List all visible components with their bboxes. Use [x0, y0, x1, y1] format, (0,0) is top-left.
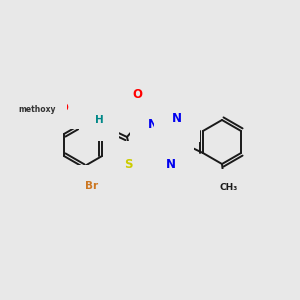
Text: O: O	[60, 103, 68, 113]
Text: N: N	[148, 118, 158, 131]
Text: O: O	[132, 88, 142, 101]
Text: Br: Br	[85, 181, 99, 191]
Text: N: N	[166, 158, 176, 170]
Text: H: H	[94, 115, 103, 125]
Text: N: N	[172, 112, 182, 124]
Text: methoxy: methoxy	[18, 106, 56, 115]
Text: S: S	[124, 158, 132, 172]
Text: CH₃: CH₃	[220, 182, 238, 191]
